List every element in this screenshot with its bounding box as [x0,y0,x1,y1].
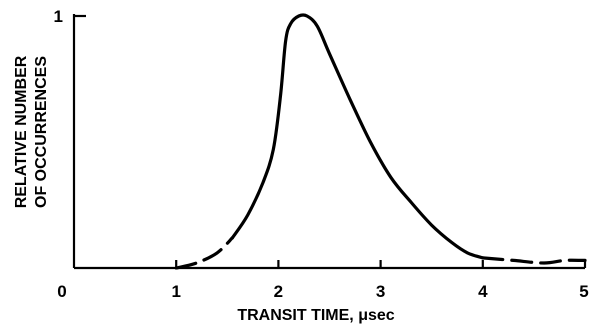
y-axis-label: RELATIVE NUMBER OF OCCURRENCES [13,55,50,208]
x-tick-label: 3 [376,282,385,301]
axes [72,14,585,270]
x-axis-label: TRANSIT TIME, μsec [237,307,394,324]
y-tick-label: 1 [54,7,63,26]
x-tick-label: 4 [478,282,488,301]
x-tick-label: 0 [57,282,66,301]
y-axis-label-line-2: OF OCCURRENCES [33,56,50,208]
series-curve-dashed-0 [174,236,234,270]
tick-labels: 0 1 2 3 4 5 1 [54,7,589,301]
series-curve-solid-1 [230,13,485,260]
y-axis-label-line-1: RELATIVE NUMBER [13,55,30,208]
series-curve-dashed-2 [481,256,587,265]
series [174,13,587,270]
x-tick-label: 2 [274,282,283,301]
x-tick-label: 5 [579,282,588,301]
x-tick-label: 1 [171,282,180,301]
